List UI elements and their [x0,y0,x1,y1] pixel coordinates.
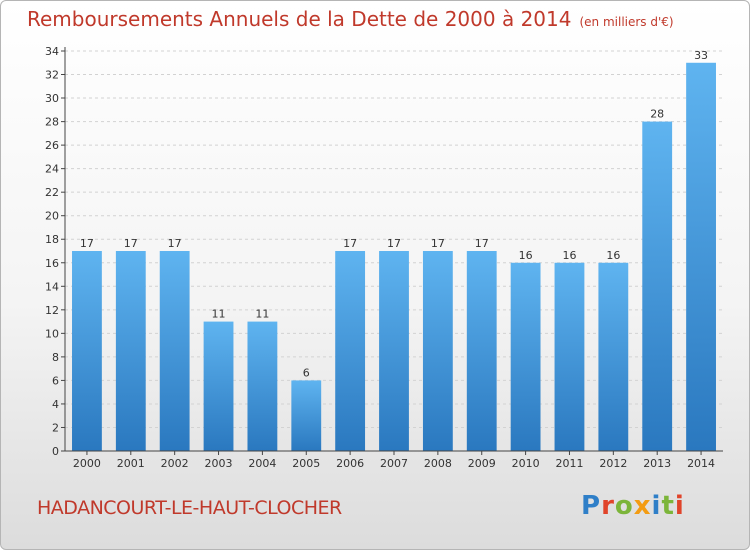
bar-value-label: 17 [124,237,138,250]
bar [115,251,146,451]
bar [686,62,716,451]
y-tick-label: 14 [45,280,59,293]
x-tick-label: 2001 [117,457,145,470]
bar-value-label: 16 [562,249,576,262]
x-axis: 2000 2001 2002 2003 2004 2005 2006 2007 2008 2009… [65,450,723,470]
bar [598,262,629,451]
bar [379,251,409,451]
bar-value-label: 16 [519,249,533,262]
y-tick-label: 0 [52,445,59,458]
x-tick-label: 2011 [555,457,583,470]
y-tick-label: 8 [52,351,59,364]
y-tick-label: 20 [45,210,59,223]
chart-title-block: Remboursements Annuels de la Dette de 20… [27,7,674,31]
y-tick-label: 22 [45,186,59,199]
x-tick-label: 2004 [248,457,276,470]
bar-value-label: 17 [343,237,357,250]
x-tick-label: 2009 [468,457,496,470]
bar-value-label: 17 [168,237,182,250]
y-tick-label: 32 [45,69,59,82]
bars: 17 17 17 11 11 6 17 17 17 17 16 16 16 28 33 [72,49,716,452]
bar [422,251,453,451]
bar-value-label: 17 [80,237,94,250]
chart-subtitle: (en milliers d'€) [579,15,674,29]
bar [291,380,322,451]
logo-letter: i [651,491,662,521]
logo-letter: t [661,491,675,521]
y-tick-label: 34 [45,45,59,58]
proxiti-logo: Proxiti [581,491,685,521]
x-tick-label: 2005 [292,457,320,470]
bar-value-label: 17 [431,237,445,250]
y-tick-label: 26 [45,139,59,152]
bar [72,251,102,451]
logo-letter: i [674,491,685,521]
logo-letter: x [633,491,652,521]
y-tick-label: 16 [45,257,59,270]
y-tick-label: 28 [45,116,59,129]
y-tick-label: 12 [45,304,59,317]
bar [642,121,673,452]
y-tick-label: 30 [45,92,59,105]
bar [159,251,190,451]
bar-value-label: 16 [606,249,620,262]
bar-value-label: 11 [255,308,269,321]
x-tick-label: 2002 [161,457,189,470]
y-tick-label: 18 [45,233,59,246]
bar [335,251,366,451]
x-tick-label: 2010 [512,457,540,470]
y-tick-label: 6 [52,374,59,387]
bar [203,321,234,451]
bar-value-label: 6 [303,366,310,379]
x-tick-label: 2008 [424,457,452,470]
x-tick-label: 2000 [73,457,101,470]
bar-value-label: 11 [212,308,226,321]
bar [466,251,497,451]
x-tick-label: 2006 [336,457,364,470]
x-tick-label: 2012 [599,457,627,470]
bar-value-label: 17 [475,237,489,250]
x-tick-label: 2007 [380,457,408,470]
bar [247,321,278,451]
y-tick-label: 2 [52,421,59,434]
x-tick-label: 2013 [643,457,671,470]
bar-value-label: 33 [694,49,708,62]
logo-letter: P [581,491,602,521]
y-tick-label: 4 [52,398,59,411]
y-tick-label: 24 [45,163,59,176]
bar-value-label: 17 [387,237,401,250]
y-tick-label: 10 [45,327,59,340]
logo-letter: r [601,491,615,521]
x-tick-label: 2003 [205,457,233,470]
logo-letter: o [614,491,634,521]
city-name: HADANCOURT-LE-HAUT-CLOCHER [37,497,342,519]
bar [554,262,585,451]
chart-title: Remboursements Annuels de la Dette de 20… [27,7,572,31]
bar [510,262,541,451]
x-tick-label: 2014 [687,457,715,470]
bar-value-label: 28 [650,108,664,121]
